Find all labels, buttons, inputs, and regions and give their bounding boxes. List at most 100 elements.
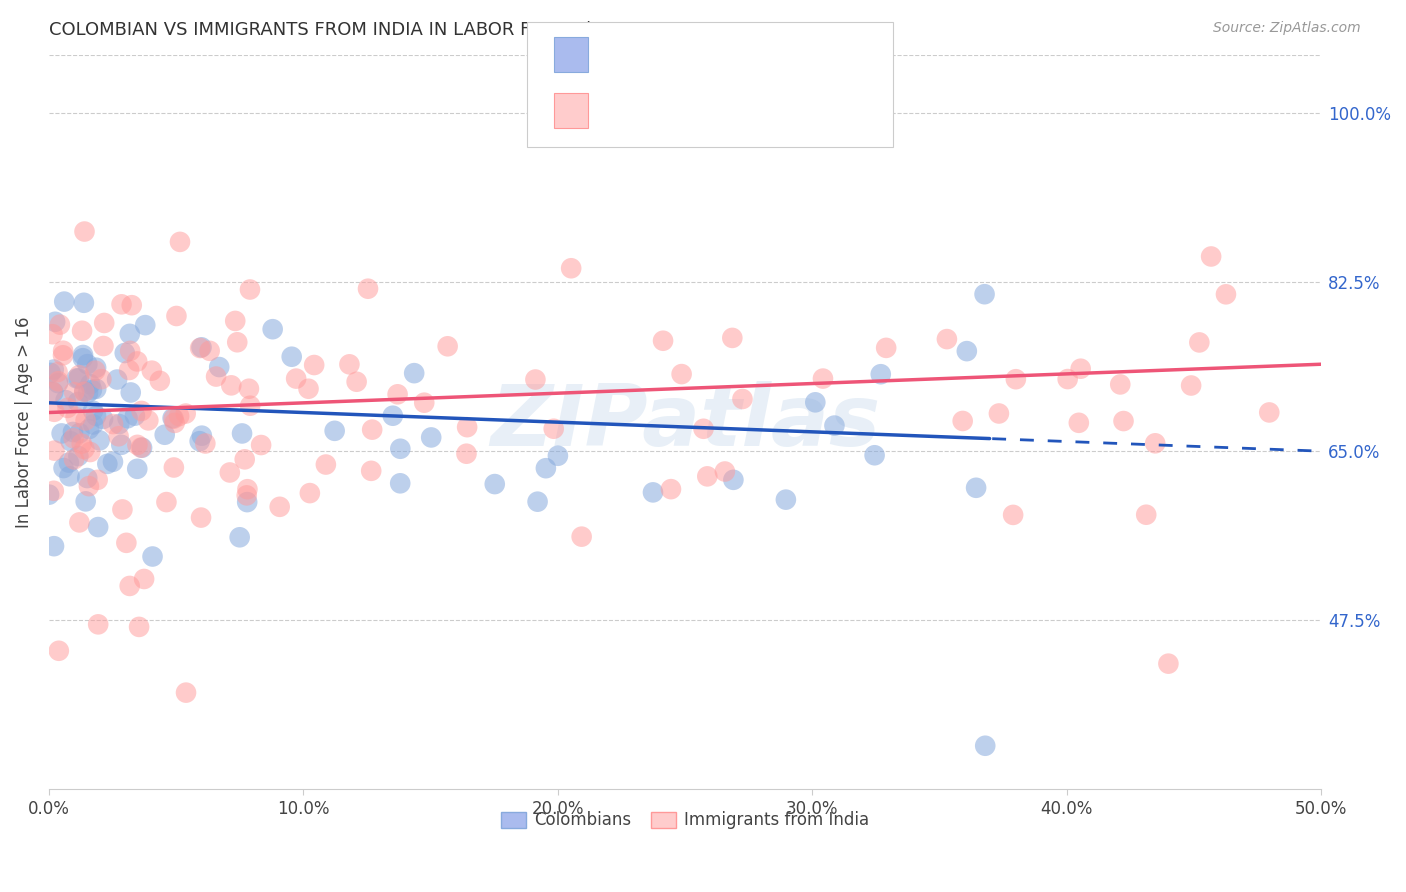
Point — [41, 327, 63, 342]
Point — [42, 539, 65, 553]
Point — [652, 334, 675, 348]
Point — [53, 294, 76, 309]
Point — [671, 367, 693, 381]
Point — [534, 461, 557, 475]
Point — [191, 428, 214, 442]
Point — [66, 371, 89, 385]
Point — [46, 376, 69, 390]
Point — [456, 420, 478, 434]
Point — [84, 364, 107, 378]
Point — [413, 395, 436, 409]
Point — [73, 442, 96, 456]
Point — [956, 344, 979, 359]
Legend: Colombians, Immigrants from India: Colombians, Immigrants from India — [494, 805, 876, 836]
Point — [965, 481, 987, 495]
Point — [63, 385, 86, 400]
Point — [131, 404, 153, 418]
Point — [89, 434, 111, 448]
Point — [76, 357, 98, 371]
Point — [1067, 416, 1090, 430]
Point — [77, 422, 100, 436]
Point — [1144, 436, 1167, 450]
Point — [44, 443, 66, 458]
Y-axis label: In Labor Force | Age > 16: In Labor Force | Age > 16 — [15, 317, 32, 528]
Point — [84, 360, 107, 375]
Point — [166, 309, 188, 323]
Point — [174, 407, 197, 421]
Point — [132, 572, 155, 586]
Point — [51, 426, 73, 441]
Point — [38, 488, 60, 502]
Point — [456, 447, 478, 461]
Point — [65, 410, 87, 425]
Point — [67, 516, 90, 530]
Point — [1002, 508, 1025, 522]
Point — [524, 372, 547, 386]
Point — [108, 417, 131, 431]
Point — [101, 455, 124, 469]
Point — [714, 465, 737, 479]
Point — [875, 341, 897, 355]
Point — [952, 414, 974, 428]
Point — [190, 340, 212, 354]
Point — [114, 346, 136, 360]
Point — [1005, 372, 1028, 386]
Point — [1070, 361, 1092, 376]
Point — [58, 469, 80, 483]
Point — [42, 385, 65, 400]
Text: N =: N = — [693, 44, 745, 62]
Point — [731, 392, 754, 406]
Point — [46, 374, 69, 388]
Point — [198, 343, 221, 358]
Point — [1199, 250, 1222, 264]
Point — [69, 426, 91, 441]
Text: 123: 123 — [737, 100, 775, 118]
Point — [188, 341, 211, 355]
Point — [1215, 287, 1237, 301]
Point — [52, 461, 75, 475]
Point — [66, 395, 89, 409]
Point — [269, 500, 291, 514]
Point — [285, 371, 308, 385]
Point — [1109, 377, 1132, 392]
Point — [302, 358, 325, 372]
Point — [775, 492, 797, 507]
Point — [389, 442, 412, 456]
Point — [42, 362, 65, 376]
Point — [93, 316, 115, 330]
Point — [73, 384, 96, 399]
Point — [973, 287, 995, 301]
Point — [91, 412, 114, 426]
Point — [128, 620, 150, 634]
Point — [129, 441, 152, 455]
Point — [389, 476, 412, 491]
Point — [153, 427, 176, 442]
Point — [127, 438, 149, 452]
Point — [236, 482, 259, 496]
Point — [641, 485, 664, 500]
Point — [987, 407, 1010, 421]
Point — [105, 372, 128, 386]
Point — [208, 359, 231, 374]
Point — [238, 382, 260, 396]
Text: 85: 85 — [737, 44, 762, 62]
Point — [298, 486, 321, 500]
Point — [224, 314, 246, 328]
Point — [560, 261, 582, 276]
Point — [571, 530, 593, 544]
Point — [1135, 508, 1157, 522]
Point — [141, 549, 163, 564]
Point — [297, 382, 319, 396]
Point — [315, 458, 337, 472]
Point — [804, 395, 827, 409]
Point — [127, 462, 149, 476]
Point — [67, 449, 90, 463]
Point — [163, 416, 186, 430]
Point — [228, 530, 250, 544]
Point — [236, 495, 259, 509]
Point — [723, 473, 745, 487]
Point — [163, 411, 186, 425]
Point — [239, 283, 262, 297]
Point — [226, 335, 249, 350]
Point — [72, 348, 94, 362]
